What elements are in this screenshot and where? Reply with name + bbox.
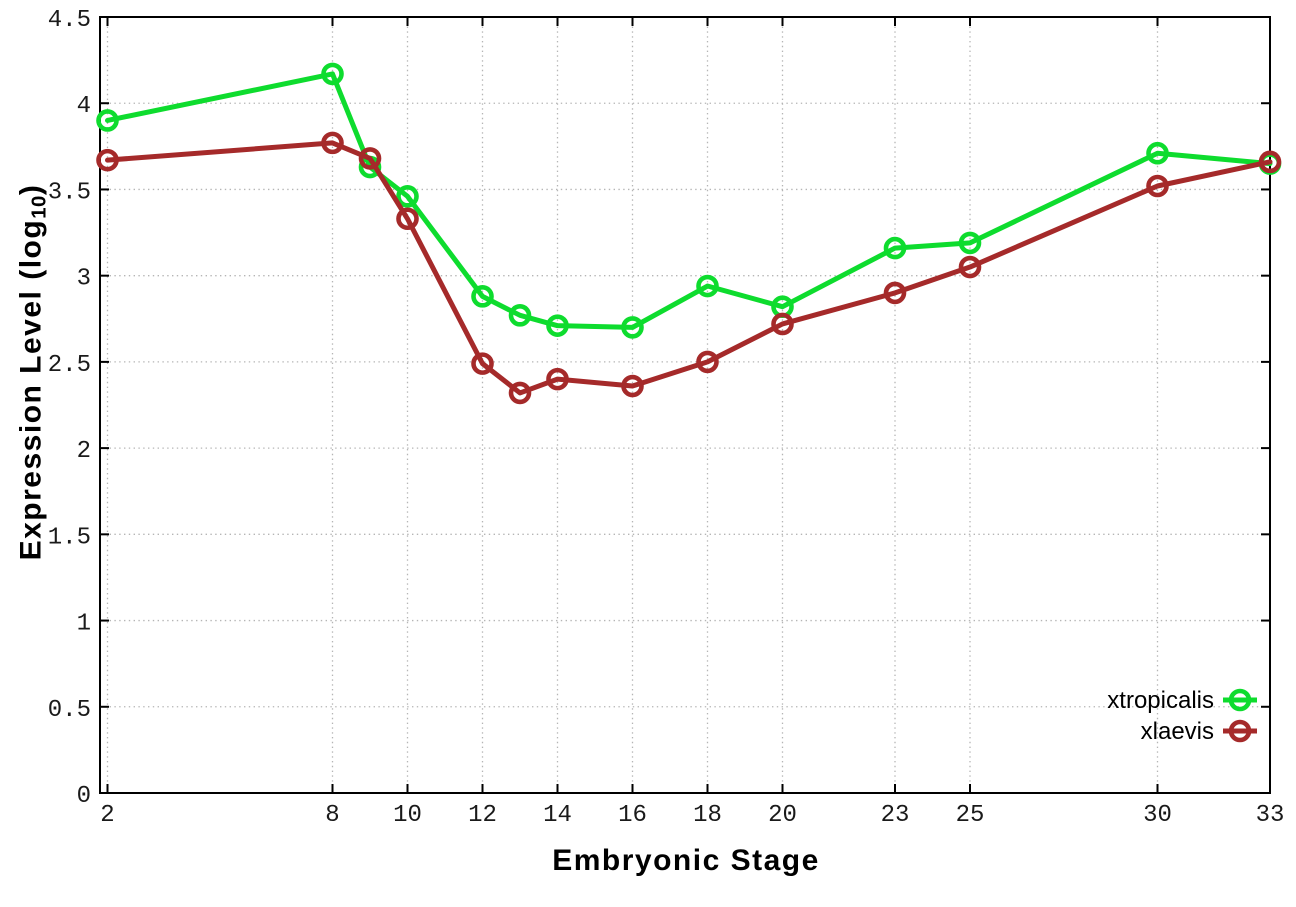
y-axis-title-subscript: 10 (28, 195, 51, 219)
y-tick-label-2: 2 (77, 438, 91, 465)
data-point-xtropicalis-14 (546, 314, 569, 337)
x-tick-label-14: 14 (543, 802, 572, 829)
data-point-xtropicalis-12 (471, 285, 494, 308)
y-tick-label-0.5: 0.5 (48, 697, 91, 724)
data-point-xtropicalis-30 (1146, 141, 1169, 165)
data-point-xlaevis-12 (471, 352, 494, 375)
data-point-xtropicalis-18 (696, 274, 719, 298)
y-tick-label-4.5: 4.5 (48, 7, 91, 34)
legend-marker-xtropicalis (1228, 688, 1252, 712)
x-tick-label-25: 25 (956, 802, 985, 829)
x-tick-label-16: 16 (618, 802, 647, 829)
data-point-xlaevis-9 (358, 147, 382, 170)
y-tick-label-4: 4 (77, 93, 91, 120)
data-point-xlaevis-20 (771, 312, 794, 336)
y-tick-label-1.5: 1.5 (48, 524, 91, 551)
legend-marker-xlaevis (1228, 719, 1252, 743)
data-point-xtropicalis-2 (96, 109, 119, 132)
data-point-xtropicalis-16 (621, 316, 644, 339)
series-line-xtropicalis (105, 71, 1273, 330)
y-axis-title-close: ) (14, 183, 48, 196)
x-tick-label-10: 10 (393, 802, 422, 829)
legend-label-xlaevis: xlaevis (1141, 718, 1214, 745)
x-tick-label-12: 12 (468, 802, 497, 829)
data-point-xlaevis-13 (508, 381, 532, 405)
data-point-xlaevis-10 (396, 207, 419, 231)
data-point-xtropicalis-8 (321, 62, 344, 86)
data-point-xtropicalis-10 (396, 185, 419, 208)
x-axis-title: Embryonic Stage (552, 844, 820, 877)
x-tick-label-8: 8 (325, 802, 339, 829)
x-tick-label-30: 30 (1143, 802, 1172, 829)
data-point-xtropicalis-23 (883, 236, 907, 260)
data-point-xtropicalis-25 (958, 231, 982, 255)
data-point-xlaevis-33 (1258, 150, 1282, 174)
y-tick-label-3.5: 3.5 (48, 179, 91, 206)
data-point-xtropicalis-13 (508, 304, 532, 327)
x-tick-label-33: 33 (1256, 802, 1285, 829)
y-axis-title: Expression Level (log10) (14, 184, 51, 561)
plot-border (99, 16, 1271, 794)
y-tick-label-3: 3 (77, 266, 91, 293)
x-tick-label-23: 23 (881, 802, 910, 829)
data-point-xlaevis-18 (696, 350, 719, 374)
data-point-xlaevis-8 (321, 131, 344, 155)
data-point-xlaevis-2 (96, 148, 119, 172)
y-tick-label-2.5: 2.5 (48, 352, 91, 379)
x-tick-label-18: 18 (693, 802, 722, 829)
data-point-xlaevis-30 (1146, 174, 1169, 198)
x-tick-label-20: 20 (768, 802, 797, 829)
data-point-xlaevis-23 (883, 281, 907, 305)
data-point-xlaevis-16 (621, 374, 644, 398)
x-tick-label-2: 2 (100, 802, 114, 829)
y-tick-label-0: 0 (77, 783, 91, 810)
y-tick-label-1: 1 (77, 611, 91, 638)
data-point-xlaevis-25 (958, 255, 982, 279)
y-axis-title-text: Expression Level (log (14, 218, 48, 561)
legend-label-xtropicalis: xtropicalis (1107, 687, 1214, 714)
data-point-xlaevis-14 (546, 367, 569, 391)
series-line-xlaevis (105, 140, 1273, 396)
